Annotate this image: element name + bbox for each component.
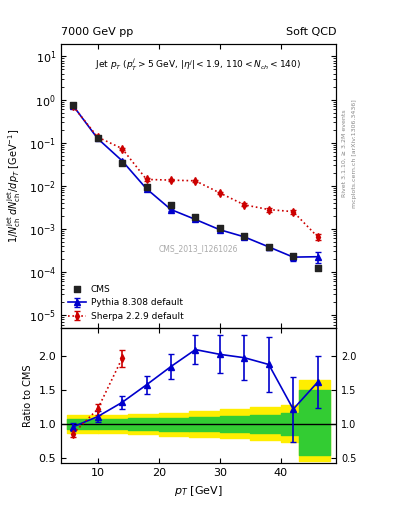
- Text: CMS_2013_I1261026: CMS_2013_I1261026: [159, 244, 238, 253]
- Y-axis label: Ratio to CMS: Ratio to CMS: [23, 365, 33, 427]
- CMS: [266, 243, 272, 251]
- Text: 7000 GeV pp: 7000 GeV pp: [61, 27, 133, 37]
- Text: Rivet 3.1.10, ≥ 3.2M events: Rivet 3.1.10, ≥ 3.2M events: [342, 110, 347, 198]
- Text: Soft QCD: Soft QCD: [286, 27, 336, 37]
- CMS: [94, 134, 101, 142]
- Text: Jet $p_T$ ($p^j_T$$>$5 GeV, $|\eta^j|$$<$1.9, 110$<N_{ch}<$140): Jet $p_T$ ($p^j_T$$>$5 GeV, $|\eta^j|$$<…: [95, 56, 301, 73]
- X-axis label: $p_T$ [GeV]: $p_T$ [GeV]: [174, 484, 223, 498]
- CMS: [241, 232, 248, 240]
- CMS: [168, 201, 174, 209]
- CMS: [70, 101, 76, 109]
- CMS: [143, 183, 150, 191]
- CMS: [192, 212, 198, 221]
- CMS: [119, 159, 125, 167]
- Y-axis label: $1/N_\mathregular{ch}^\mathregular{jet}\,dN_\mathregular{ch}^\mathregular{jet}/d: $1/N_\mathregular{ch}^\mathregular{jet}\…: [6, 129, 23, 243]
- CMS: [290, 252, 296, 261]
- Legend: CMS, Pythia 8.308 default, Sherpa 2.2.9 default: CMS, Pythia 8.308 default, Sherpa 2.2.9 …: [65, 282, 186, 324]
- Text: mcplots.cern.ch [arXiv:1306.3436]: mcplots.cern.ch [arXiv:1306.3436]: [352, 99, 357, 208]
- CMS: [314, 264, 321, 272]
- CMS: [217, 224, 223, 232]
